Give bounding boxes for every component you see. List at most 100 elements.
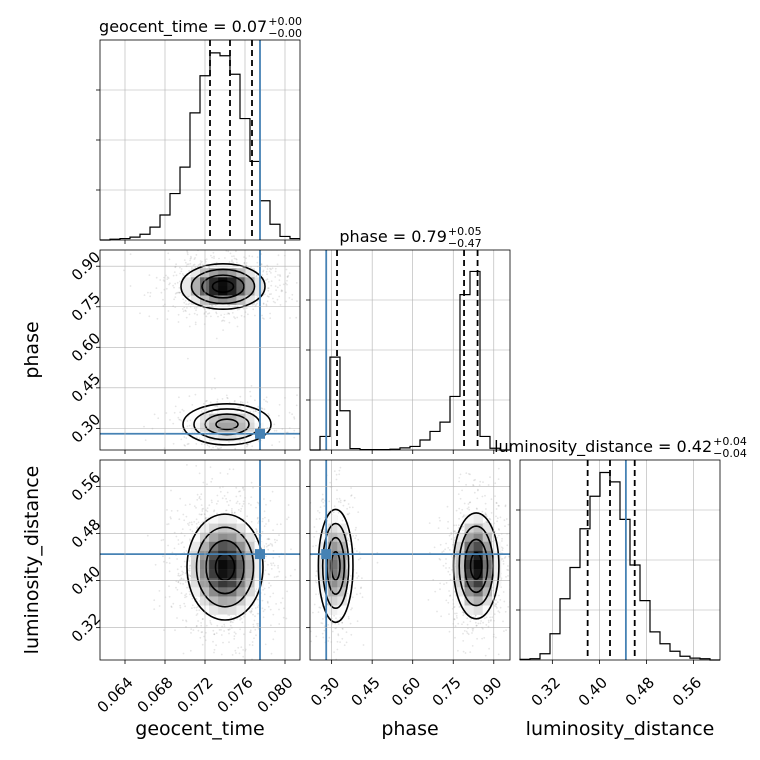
sample-point (271, 490, 274, 493)
sample-point (455, 509, 458, 512)
sample-point (317, 611, 320, 613)
sample-point (143, 294, 146, 296)
sample-point (236, 454, 238, 456)
sample-point (357, 558, 360, 561)
sample-point (361, 577, 363, 580)
sample-point (352, 535, 354, 537)
sample-point (333, 505, 336, 508)
sample-point (247, 313, 249, 316)
sample-point (346, 592, 349, 595)
sample-point (213, 633, 216, 636)
sample-point (487, 619, 490, 622)
tick-label-x-phase-1: 0.45 (347, 673, 383, 709)
sample-point (278, 570, 281, 573)
sample-point (467, 506, 470, 509)
sample-point (240, 410, 243, 413)
sample-point (153, 599, 156, 602)
sample-point (252, 625, 255, 628)
sample-point (268, 538, 271, 541)
sample-point (263, 608, 266, 611)
sample-point (351, 607, 353, 610)
sample-point (194, 321, 197, 324)
sample-point (315, 415, 317, 417)
sample-point (183, 551, 186, 554)
sample-point (315, 544, 317, 547)
sample-point (461, 489, 463, 492)
sample-point (186, 425, 189, 428)
sample-point (481, 637, 483, 640)
sample-point (447, 520, 449, 523)
sample-point (450, 538, 453, 540)
density-cell (227, 560, 237, 570)
sample-point (262, 269, 265, 272)
sample-point (212, 640, 214, 643)
density-cell (319, 587, 329, 597)
density-cell (227, 532, 237, 543)
sample-point (346, 513, 349, 515)
sample-point (198, 513, 201, 516)
sample-point (354, 529, 357, 531)
sample-point (223, 625, 226, 627)
sample-point (214, 405, 217, 408)
sample-point (494, 482, 497, 485)
panel-phase-luminosity-distance (310, 460, 510, 666)
sample-point (272, 556, 275, 559)
sample-point (476, 508, 478, 510)
sample-point (257, 622, 260, 625)
sample-point (462, 621, 465, 624)
sample-point (234, 447, 237, 450)
sample-point (347, 513, 350, 516)
sample-point (485, 616, 488, 619)
sample-point (447, 527, 449, 530)
sample-point (274, 285, 277, 287)
density-cell (209, 550, 219, 561)
contour-0-mode-1 (469, 551, 483, 580)
sample-point (496, 536, 499, 539)
sample-point (227, 250, 230, 253)
sample-point (255, 588, 258, 590)
sample-point (173, 286, 175, 289)
sample-point (505, 518, 508, 520)
sample-point (189, 259, 192, 262)
sample-point (231, 621, 234, 624)
sample-point (165, 287, 168, 290)
sample-point (266, 295, 269, 298)
density-cell (236, 569, 246, 579)
sample-point (228, 313, 231, 315)
sample-point (475, 624, 478, 627)
sample-point (485, 520, 487, 523)
sample-point (190, 257, 193, 259)
tick-label-x-geocent-time-2: 0.072 (174, 673, 217, 716)
density-cell (328, 596, 338, 606)
sample-point (338, 469, 341, 472)
sample-point (180, 270, 183, 273)
sample-point (270, 293, 272, 295)
sample-point (473, 664, 475, 666)
sample-point (457, 622, 460, 625)
sample-point (226, 397, 229, 400)
sample-point (211, 305, 214, 307)
sample-point (356, 550, 358, 553)
sample-point (280, 289, 283, 292)
sample-point (184, 444, 187, 447)
sample-point (195, 614, 198, 616)
sample-point (376, 561, 379, 564)
title-luminosity-distance-minus: −0.04 (713, 447, 747, 460)
sample-point (186, 443, 189, 446)
sample-point (345, 631, 348, 634)
sample-point (485, 508, 487, 510)
sample-point (188, 302, 191, 305)
sample-point (502, 560, 505, 563)
sample-point (446, 505, 449, 508)
sample-point (225, 509, 227, 512)
sample-point (331, 630, 334, 633)
sample-point (196, 499, 199, 501)
sample-point (228, 641, 230, 644)
sample-point (176, 558, 179, 560)
sample-point (291, 293, 294, 296)
sample-point (482, 627, 484, 630)
sample-point (176, 281, 179, 284)
sample-point (268, 586, 270, 589)
histogram-geocent-time (100, 52, 300, 241)
sample-point (166, 523, 169, 526)
